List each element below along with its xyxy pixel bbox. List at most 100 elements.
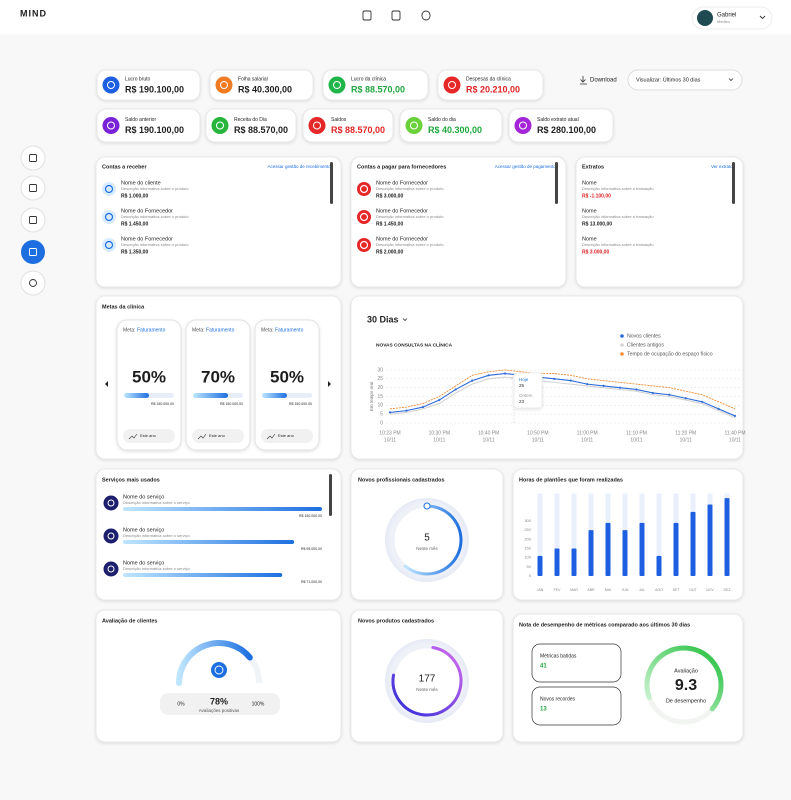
gauge-caption: Neste mês (416, 546, 438, 551)
card (575, 156, 744, 288)
panel-link[interactable]: Acessar gestão de recebimentos (267, 164, 333, 169)
kpi-card (205, 108, 297, 143)
goal-period-icon (266, 433, 276, 440)
service-name: Nome do serviço (123, 494, 164, 500)
goal-percent: 50% (132, 367, 166, 386)
period-dropdown[interactable]: 30 Dias (367, 314, 399, 324)
kpi-value: R$ 88.570,00 (331, 125, 385, 135)
x-tick-label: ABR (587, 588, 595, 592)
item-name: Nome do Fornecedor (121, 236, 173, 242)
item-name: Nome (582, 180, 597, 186)
kpi-icon-glyph (107, 81, 115, 89)
sidebar-icon (29, 154, 37, 162)
sidebar-button[interactable] (20, 270, 46, 296)
bar-track (537, 493, 543, 576)
sidebar-button[interactable] (21, 240, 45, 264)
goal-period-pill (192, 429, 244, 443)
tooltip-title: Hoje (519, 377, 529, 382)
y-tick-label: 200 (524, 536, 531, 541)
kpi-icon-glyph (313, 121, 321, 130)
tooltip (513, 372, 543, 409)
item-description: Descrição informativa sobre a transação (582, 242, 654, 247)
kpi-icon (405, 117, 423, 134)
service-bar (123, 507, 322, 511)
kpi-card (96, 108, 201, 143)
goal-card (185, 319, 251, 451)
scale-max: 100% (252, 701, 265, 707)
nav-icon[interactable] (421, 10, 431, 21)
kpi-label: Lucro da clínica (351, 76, 386, 82)
goal-bar (193, 393, 228, 398)
carousel-next[interactable] (328, 381, 331, 387)
item-icon-glyph (104, 212, 114, 222)
bar (588, 530, 594, 576)
x-tick-label: 11:20 PM (675, 430, 696, 436)
goal-period: Este ano (278, 433, 295, 438)
panel-link[interactable]: Ver extratos (711, 164, 736, 169)
y-tick-label: 100 (524, 555, 531, 560)
item-icon (357, 238, 371, 252)
series-point (717, 407, 720, 410)
service-name: Nome do serviço (123, 527, 164, 533)
item-name: Nome do Fornecedor (121, 208, 173, 214)
carousel-prev[interactable] (105, 381, 108, 387)
x-tick-date: 10/11 (630, 437, 642, 443)
kpi-value: R$ 88.570,00 (351, 84, 405, 94)
nav-icon[interactable] (391, 10, 401, 21)
download-button[interactable]: Download (590, 78, 617, 84)
kpi-card (322, 69, 429, 101)
kpi-label: Despesas da clínica (466, 76, 511, 82)
tooltip-compare-value: 23 (519, 399, 525, 404)
card (95, 468, 342, 601)
goal-label: Meta: (261, 327, 274, 333)
x-tick-label: MAI (605, 588, 611, 592)
goal-label: Meta: (123, 327, 136, 333)
kpi-card (209, 69, 314, 101)
series-point (454, 388, 457, 391)
item-icon (102, 182, 116, 196)
metric-box (531, 686, 622, 726)
service-amount: R$ 95.000,00 (301, 547, 322, 551)
kpi-card (96, 69, 201, 101)
metric-value: 13 (540, 707, 547, 713)
legend-label: Novos clientes (627, 333, 661, 339)
download-icon (580, 76, 587, 85)
metric-box (531, 643, 622, 683)
y-tick-label: 250 (524, 527, 531, 532)
score-value: 9.3 (675, 677, 697, 694)
top-bar (0, 0, 791, 34)
card (350, 156, 567, 288)
series-line (389, 372, 736, 417)
period-select[interactable] (627, 69, 743, 91)
goal-period-pill (261, 429, 313, 443)
kpi-icon (102, 117, 120, 134)
sidebar-icon (29, 184, 37, 192)
user-menu[interactable] (691, 6, 773, 30)
series-point (503, 372, 507, 375)
item-amount: R$ 1.450,00 (376, 221, 403, 227)
scrollbar (732, 162, 735, 204)
series-point (487, 374, 490, 377)
sidebar-button[interactable] (20, 207, 46, 233)
y-tick-label: 0 (380, 420, 383, 426)
panel-title: Novos produtos cadastrados (358, 618, 434, 624)
series-point (602, 384, 605, 387)
bar (571, 548, 577, 576)
nav-icon[interactable] (362, 10, 372, 21)
series-point (635, 388, 638, 391)
metric-label: Novos recordes (540, 696, 576, 702)
sidebar-button[interactable] (20, 175, 46, 201)
goal-percent: 50% (270, 367, 304, 386)
x-tick-label: 10:23 PM (379, 430, 400, 436)
x-tick-date: 10/11 (433, 437, 445, 443)
legend-swatch (620, 343, 624, 347)
kpi-label: Saldo anterior (125, 117, 156, 123)
sidebar-button[interactable] (20, 145, 46, 171)
gauge-value: 5 (424, 533, 430, 544)
chevron (402, 318, 408, 322)
series-point (438, 398, 441, 402)
panel-link[interactable]: Acessar gestão de pagamentos (495, 164, 559, 169)
service-amount: R$ 150.000,00 (299, 514, 322, 518)
